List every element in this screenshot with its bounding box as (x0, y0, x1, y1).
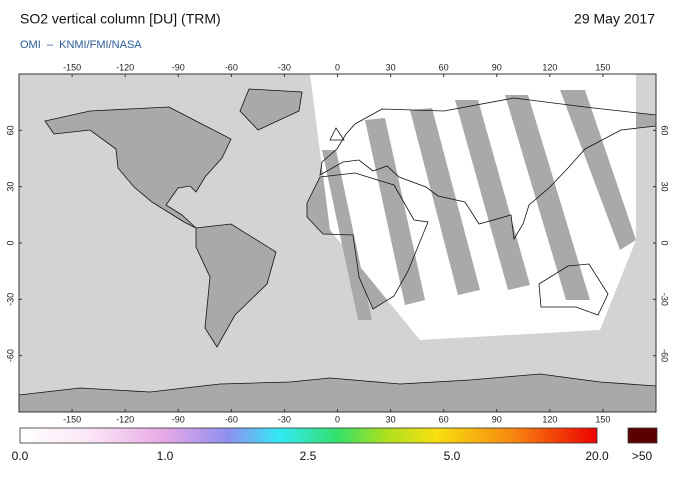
lat-tick-label: 30 (5, 182, 15, 192)
colorbar (19, 427, 598, 444)
lon-tick-label: -120 (116, 414, 134, 424)
lon-tick-label: -90 (172, 62, 185, 72)
lon-tick-label: -30 (278, 62, 291, 72)
lat-tick-label: -60 (660, 349, 670, 362)
lon-tick-label: -120 (116, 62, 134, 72)
lon-tick-label: 120 (542, 62, 557, 72)
lon-tick-label: -60 (225, 62, 238, 72)
lon-tick-label: -30 (278, 414, 291, 424)
lat-tick-label: 60 (660, 125, 670, 135)
lon-tick-label: -150 (63, 414, 81, 424)
lon-tick-label: -90 (172, 414, 185, 424)
overflow-label: >50 (632, 449, 653, 463)
swath (310, 74, 636, 340)
lon-tick-label: 30 (386, 62, 396, 72)
lat-tick-label: -30 (660, 293, 670, 306)
overflow-box (627, 427, 658, 444)
lon-tick-label: -60 (225, 414, 238, 424)
lon-tick-label: 0 (335, 62, 340, 72)
lon-tick-label: -150 (63, 62, 81, 72)
lon-tick-label: 30 (386, 414, 396, 424)
colorbar-label: 0.0 (12, 449, 29, 463)
lat-tick-label: -30 (5, 293, 15, 306)
title: SO2 vertical column [DU] (TRM) (20, 11, 221, 27)
lon-tick-label: 150 (595, 414, 610, 424)
colorbar-label: 20.0 (585, 449, 609, 463)
lat-tick-label: 0 (5, 240, 15, 245)
colorbar-label: 1.0 (157, 449, 174, 463)
lon-tick-label: 150 (595, 62, 610, 72)
lon-tick-label: 0 (335, 414, 340, 424)
lon-tick-label: 90 (492, 414, 502, 424)
colorbar-label: 2.5 (300, 449, 317, 463)
source: OMI – KNMI/FMI/NASA (20, 39, 142, 51)
map (19, 74, 656, 412)
lat-tick-label: 60 (5, 125, 15, 135)
lat-tick-label: 30 (660, 182, 670, 192)
lat-tick-label: -60 (5, 349, 15, 362)
lon-tick-label: 120 (542, 414, 557, 424)
lat-tick-label: 0 (660, 240, 670, 245)
colorbar-label: 5.0 (444, 449, 461, 463)
lon-tick-label: 60 (439, 62, 449, 72)
date: 29 May 2017 (574, 11, 655, 27)
lon-tick-label: 60 (439, 414, 449, 424)
swath-gap (322, 90, 636, 320)
lon-tick-label: 90 (492, 62, 502, 72)
